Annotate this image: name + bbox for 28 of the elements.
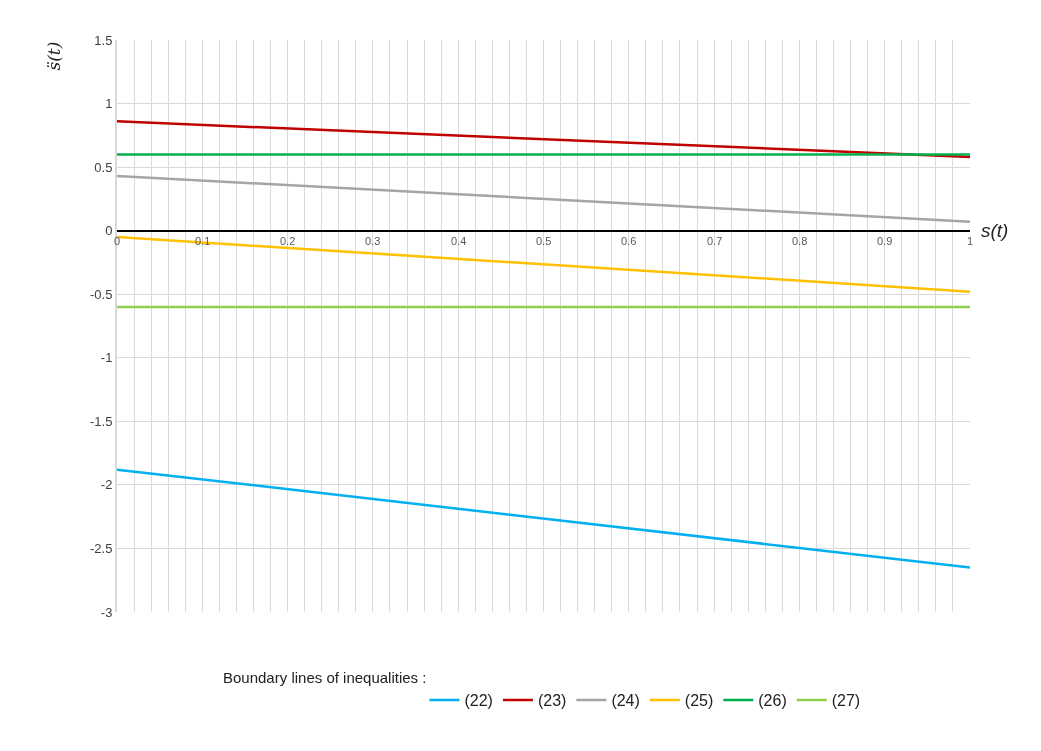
x-tick-label: 0.6 <box>621 235 637 247</box>
legend-label: (24) <box>611 692 640 710</box>
x-tick-label: 0.5 <box>536 235 552 247</box>
y-tick-label: 1 <box>105 96 113 112</box>
x-tick-label: 1 <box>967 235 974 247</box>
legend-label: (25) <box>684 692 714 710</box>
y-tick-label: -1.5 <box>89 413 113 429</box>
y-axis-title: s̈(t) <box>43 41 64 71</box>
x-tick-label: 0.9 <box>877 235 893 247</box>
x-tick-label: 0.7 <box>707 235 723 247</box>
x-tick-label: 0.4 <box>451 235 467 247</box>
legend-label: (26) <box>758 692 787 710</box>
y-tick-label: -3 <box>100 604 113 620</box>
x-axis-title: s(t) <box>981 220 1009 241</box>
x-tick-label: 0.3 <box>365 235 381 247</box>
legend-label: (27) <box>831 692 861 710</box>
legend-label: (22) <box>464 692 493 710</box>
x-tick-label: 0 <box>114 235 121 247</box>
y-tick-label: -0.5 <box>89 286 113 302</box>
y-tick-label: 0.5 <box>94 159 113 175</box>
y-tick-label: -2 <box>100 477 113 493</box>
legend-label: (23) <box>537 692 567 710</box>
legend-title: Boundary lines of inequalities : <box>223 668 427 686</box>
x-tick-label: 0.8 <box>792 235 808 247</box>
y-tick-label: 1.5 <box>94 32 113 48</box>
x-tick-label: 0.2 <box>280 235 296 247</box>
y-tick-label: -2.5 <box>89 540 113 556</box>
y-tick-label: -1 <box>100 350 113 366</box>
